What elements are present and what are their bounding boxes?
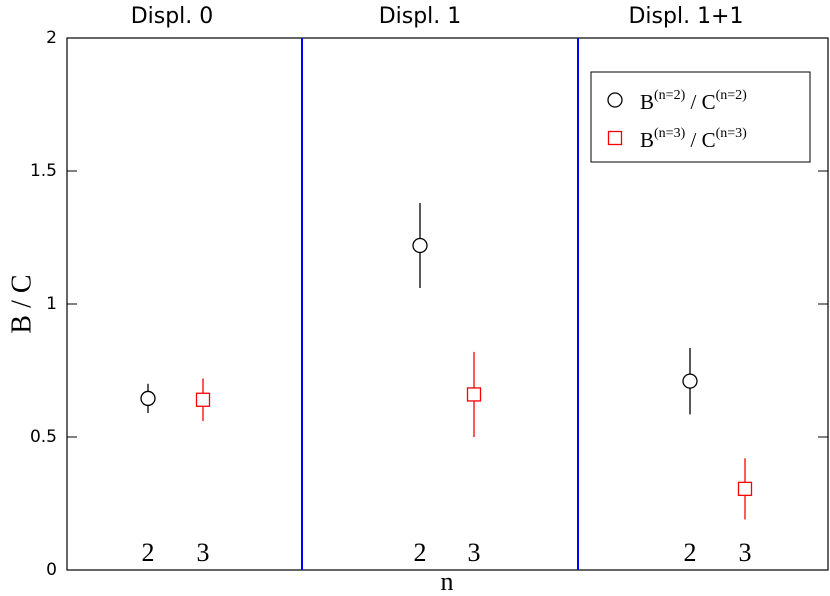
panel-title: Displ. 1 <box>379 4 462 29</box>
category-label: 3 <box>739 538 752 567</box>
y-tick-label: 1.5 <box>30 161 57 181</box>
data-point <box>682 373 698 389</box>
legend-label: B(n=3) / C(n=3) <box>640 126 747 152</box>
y-axis-label: B / C <box>6 274 37 333</box>
category-label: 3 <box>468 538 481 567</box>
legend-marker <box>607 92 623 108</box>
data-point <box>195 392 211 407</box>
data-point <box>466 387 482 402</box>
panel-title: Displ. 1+1 <box>628 4 743 29</box>
legend-label: B(n=2) / C(n=2) <box>640 88 747 114</box>
legend-box <box>590 71 811 163</box>
data-point <box>412 237 428 254</box>
y-tick-label: 0.5 <box>30 427 57 447</box>
category-label: 3 <box>197 538 210 567</box>
x-axis-label: n <box>441 567 454 596</box>
legend-marker <box>607 130 623 146</box>
panel-title: Displ. 0 <box>131 4 214 29</box>
y-tick-label: 1 <box>46 294 57 314</box>
y-tick-label: 2 <box>46 28 57 48</box>
y-tick-label: 0 <box>46 560 57 580</box>
data-point <box>737 481 753 497</box>
category-label: 2 <box>684 538 697 567</box>
category-label: 2 <box>414 538 427 567</box>
category-label: 2 <box>142 538 155 567</box>
data-point <box>140 390 156 407</box>
